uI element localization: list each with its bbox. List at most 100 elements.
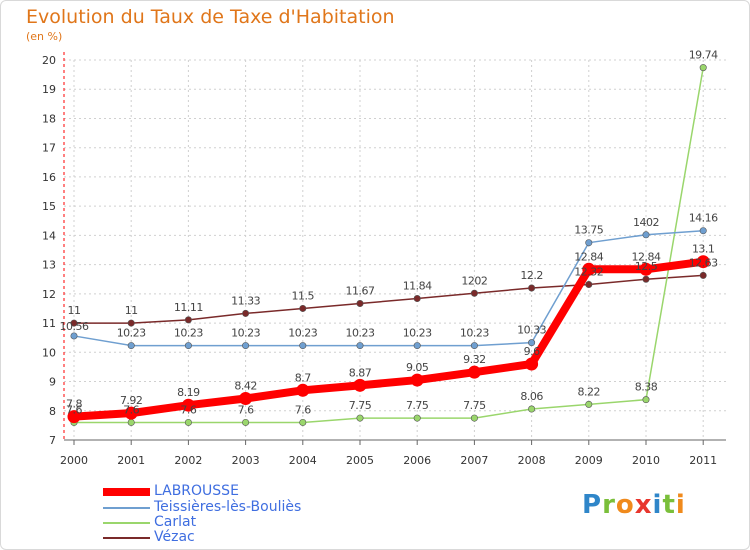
data-label: 7.6 [295, 403, 311, 416]
y-tick-label: 12 [42, 288, 56, 301]
series-line-v-zac [73, 274, 704, 324]
data-point [525, 357, 539, 371]
data-label: 11 [68, 304, 81, 317]
data-point [642, 396, 650, 404]
series-line-labrousse [70, 257, 708, 421]
data-label: 12.84 [632, 250, 661, 263]
data-point [356, 299, 364, 307]
axes: 7 8 9 10 11 12 13 14 15 16 17 18 19 20 2000 2001 2002 200… [42, 52, 726, 467]
data-label: 12.5 [635, 260, 658, 273]
series-layer [67, 64, 710, 426]
y-tick-label: 11 [42, 317, 56, 330]
data-label: 8.7 [295, 371, 311, 384]
legend-label: Vézac [154, 529, 195, 545]
data-point [296, 383, 310, 397]
data-point [127, 319, 135, 327]
data-label: 11.67 [346, 284, 375, 297]
data-label: 12.2 [520, 269, 543, 282]
data-point [184, 418, 192, 426]
y-tick-label: 13 [42, 259, 56, 272]
data-label: 11.5 [292, 289, 315, 302]
data-point [356, 342, 364, 350]
data-point [127, 418, 135, 426]
logo-letter: i [652, 490, 663, 520]
y-tick-label: 8 [49, 405, 56, 418]
data-point [470, 414, 478, 422]
data-point [70, 332, 78, 340]
chart-subtitle: (en %) [26, 30, 63, 43]
data-point [67, 410, 81, 424]
legend-label: LABROUSSE [154, 483, 239, 499]
x-tick-label: 2008 [518, 454, 546, 467]
data-point [639, 262, 653, 276]
logo-letter: x [634, 490, 653, 520]
data-label: 9.05 [406, 361, 429, 374]
data-point [242, 309, 250, 317]
data-label: 11 [125, 304, 138, 317]
x-tick-label: 2011 [689, 454, 717, 467]
data-label: 1202 [461, 274, 487, 287]
data-point [124, 406, 138, 420]
data-label: 7.92 [120, 394, 143, 407]
chart-title: Evolution du Taux de Taxe d'Habitation [26, 6, 395, 28]
data-point [642, 275, 650, 283]
x-tick-label: 2006 [403, 454, 431, 467]
data-point [528, 405, 536, 413]
logo-letter: t [662, 490, 676, 520]
data-point [696, 255, 710, 269]
data-labels: 10.56 10.23 10.23 10.23 10.23 10.23 10.23 10.23… [60, 49, 719, 417]
logo-letter: r [602, 490, 616, 520]
data-point [184, 342, 192, 350]
data-point [181, 398, 195, 412]
series-line-carlat [73, 66, 704, 424]
data-label: 10.23 [346, 327, 375, 340]
data-label: 12.84 [574, 250, 603, 263]
data-label: 7.75 [406, 399, 429, 412]
x-tick-label: 2005 [346, 454, 374, 467]
x-tick-label: 2001 [117, 454, 145, 467]
data-label: 9.6 [524, 345, 540, 358]
data-label: 11.84 [403, 280, 432, 293]
data-label: 11.11 [174, 301, 203, 314]
data-point [413, 414, 421, 422]
y-tick-label: 14 [42, 229, 56, 242]
data-label: 8.87 [349, 366, 372, 379]
data-label: 14.16 [689, 212, 718, 225]
data-point [184, 316, 192, 324]
data-label: 12.32 [574, 265, 603, 278]
data-point [299, 304, 307, 312]
data-label: 10.23 [174, 327, 203, 340]
x-tick-label: 2004 [289, 454, 317, 467]
data-point [356, 414, 364, 422]
logo-letter: i [675, 490, 686, 520]
data-label: 13.75 [574, 224, 603, 237]
data-point [699, 271, 707, 279]
legend-label: Teissières-lès-Bouliès [154, 499, 302, 515]
data-label: 10.23 [231, 327, 260, 340]
data-point [299, 342, 307, 350]
data-point [470, 342, 478, 350]
data-label: 10.23 [117, 327, 146, 340]
x-tick-label: 2000 [60, 454, 88, 467]
legend-label: Carlat [154, 514, 197, 530]
data-label: 12.63 [689, 256, 718, 269]
y-tick-label: 10 [42, 346, 56, 359]
data-point [242, 418, 250, 426]
data-label: 7.6 [180, 403, 196, 416]
x-tick-label: 2009 [575, 454, 603, 467]
data-label: 7.6 [123, 403, 139, 416]
data-label: 8.42 [234, 379, 257, 392]
data-point [299, 418, 307, 426]
logo-letter: o [615, 490, 635, 520]
y-tick-label: 20 [42, 54, 56, 67]
y-tick-label: 17 [42, 142, 56, 155]
data-point [413, 342, 421, 350]
data-point [699, 64, 707, 72]
proxiti-logo: Proxiti [582, 490, 686, 520]
x-tick-label: 2010 [632, 454, 660, 467]
y-tick-label: 16 [42, 171, 56, 184]
y-tick-label: 9 [49, 376, 56, 389]
data-point [70, 319, 78, 327]
data-point [642, 231, 650, 239]
